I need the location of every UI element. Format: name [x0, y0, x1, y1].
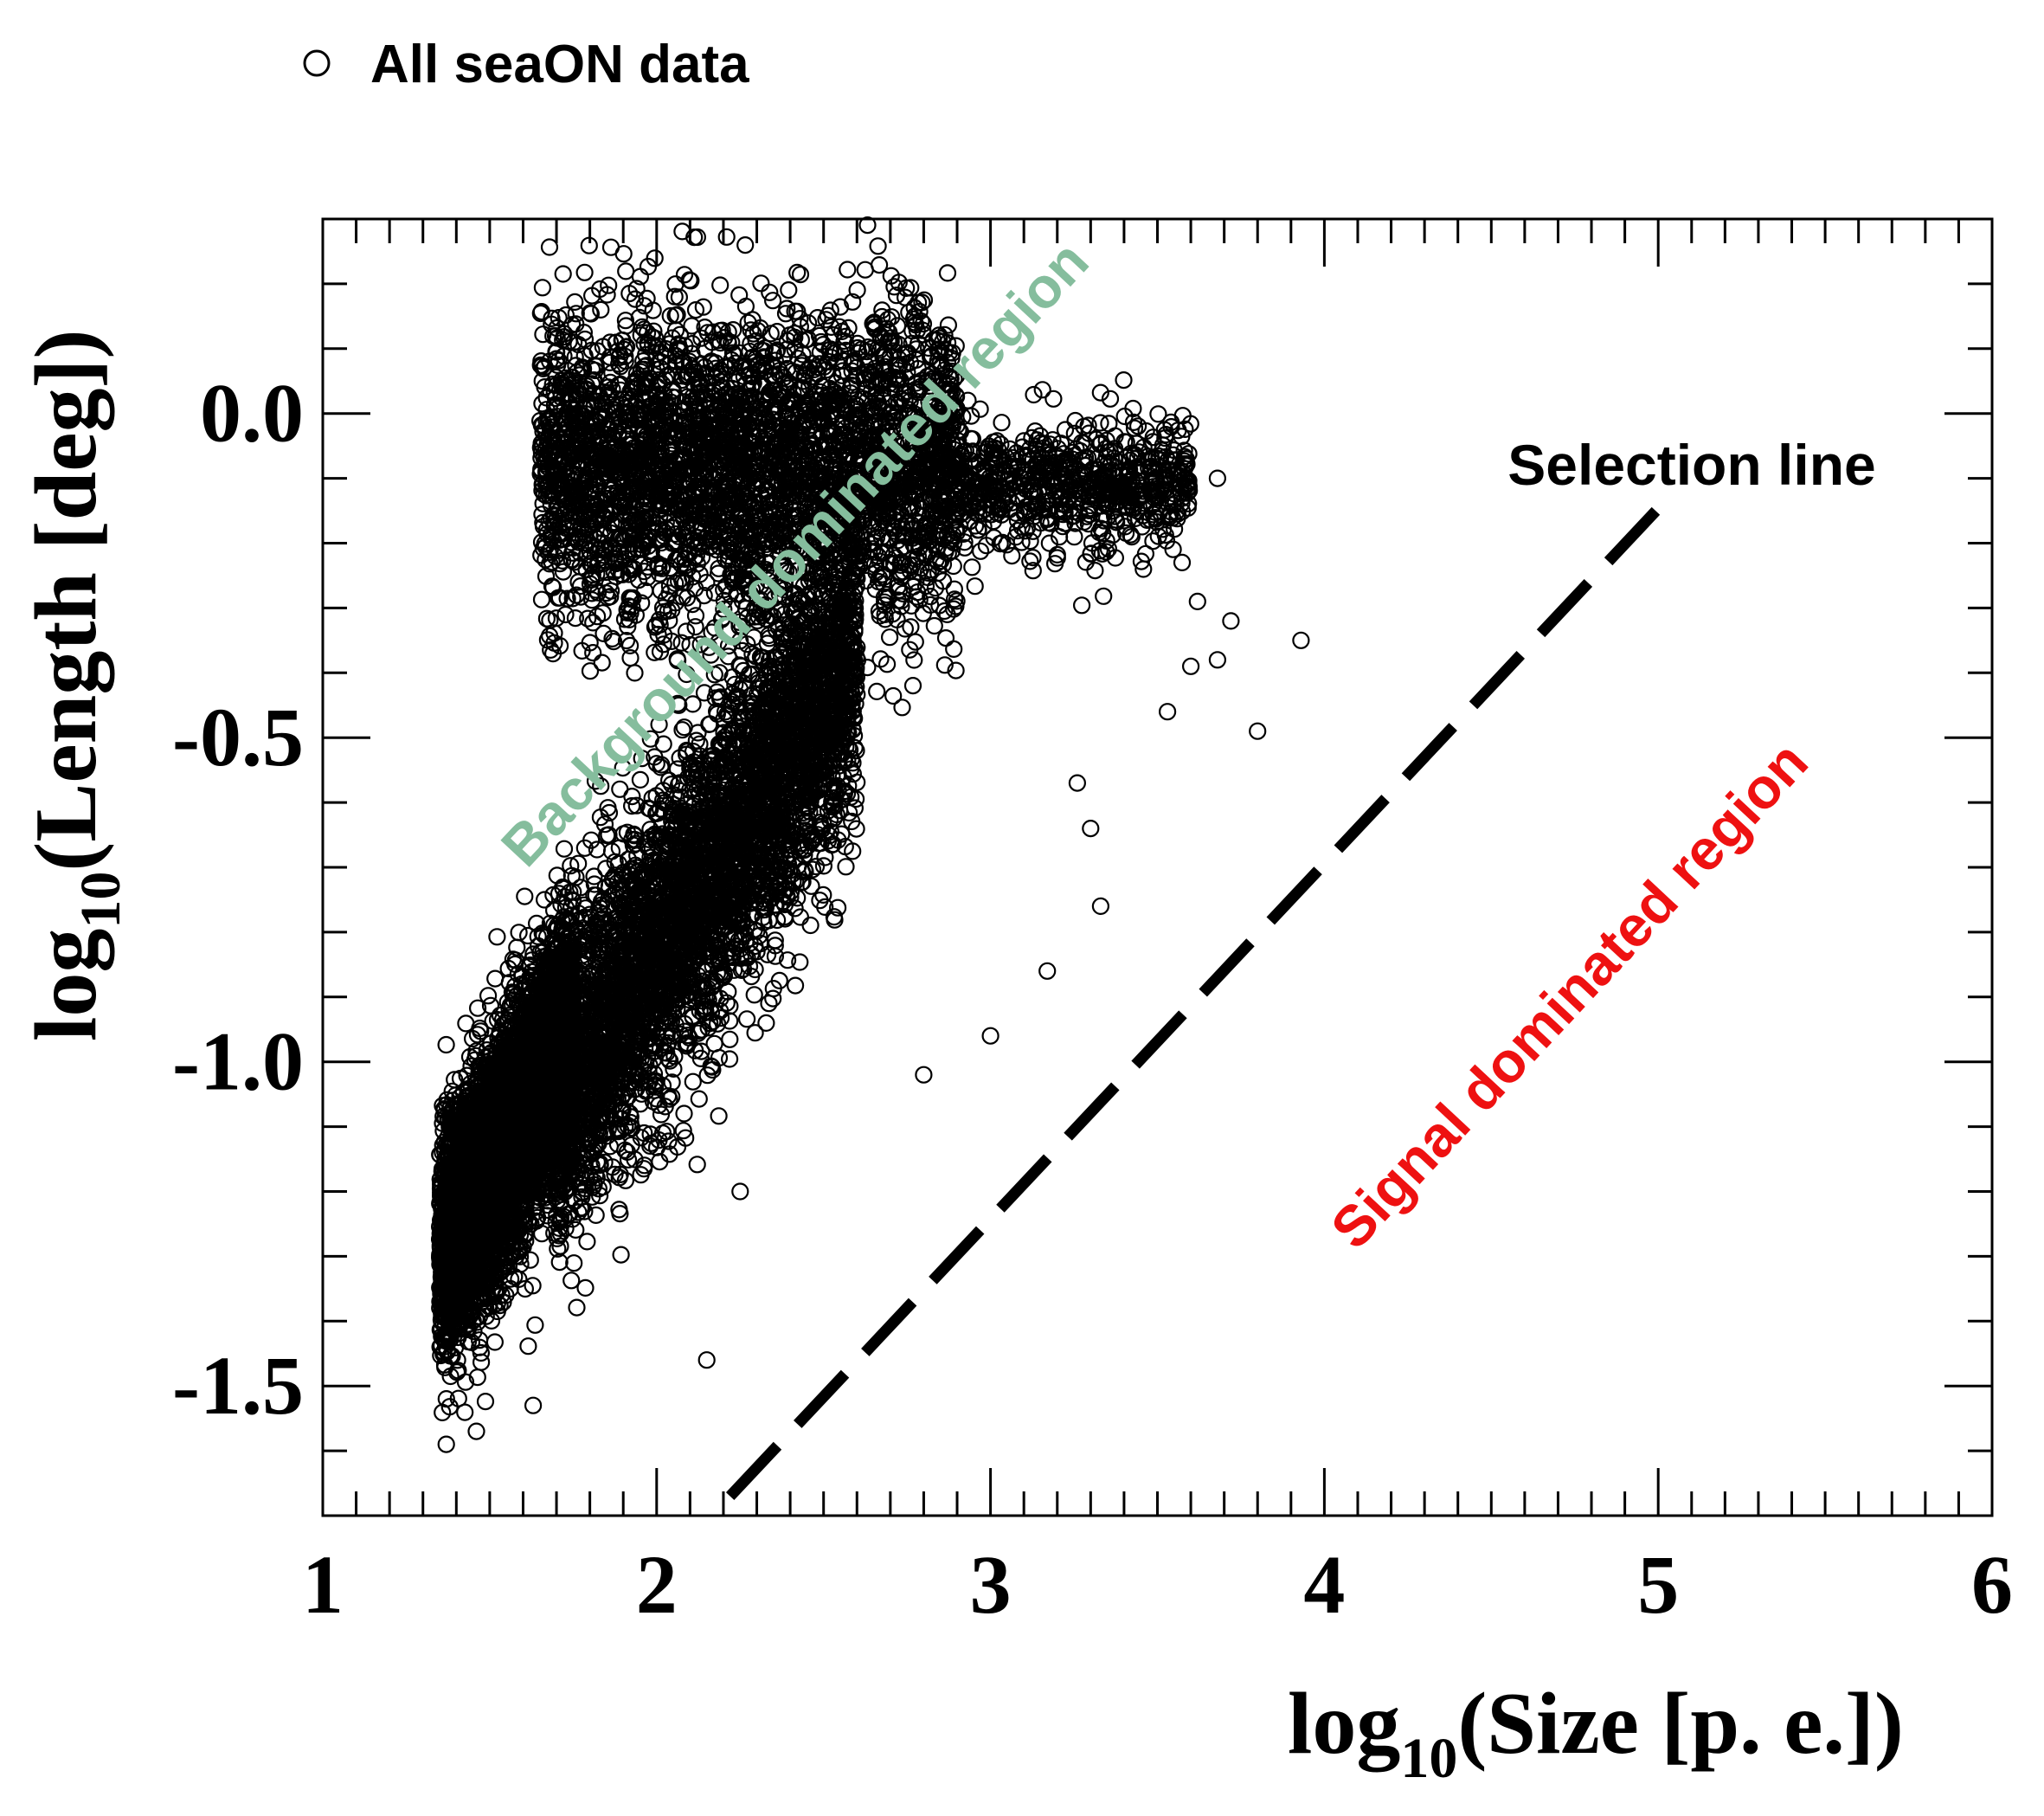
data-point — [476, 1392, 495, 1411]
data-point — [479, 987, 498, 1005]
data-point — [535, 891, 554, 909]
data-point — [486, 969, 505, 988]
data-points — [431, 216, 1310, 1453]
legend-label: All seaON data — [370, 35, 749, 94]
data-point — [526, 1316, 544, 1334]
data-point — [488, 928, 506, 946]
data-point — [468, 999, 487, 1017]
legend: All seaON data — [303, 35, 749, 94]
legend-marker — [303, 49, 331, 77]
data-point — [437, 1035, 455, 1054]
data-point — [516, 887, 534, 905]
data-point — [438, 1091, 456, 1109]
data-point — [456, 1403, 474, 1421]
data-point — [485, 1333, 505, 1351]
data-point — [510, 924, 528, 942]
data-point — [519, 1337, 537, 1356]
data-point — [472, 1353, 491, 1371]
